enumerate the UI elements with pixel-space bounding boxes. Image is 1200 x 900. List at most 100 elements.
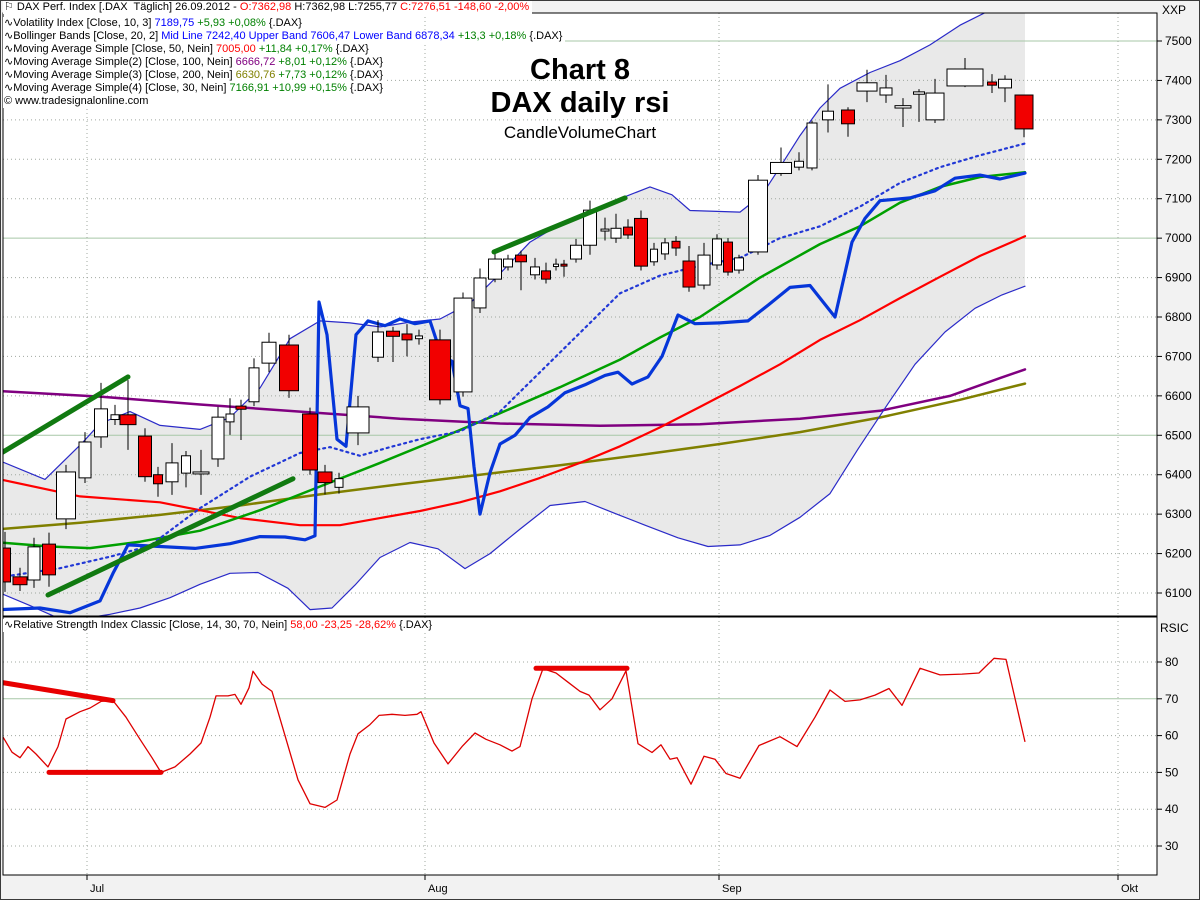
candle bbox=[515, 250, 527, 291]
legend-row-instrument[interactable]: ⚐ DAX Perf. Index [.DAX Täglich] 26.09.2… bbox=[3, 1, 533, 14]
legend-row-bollinger-bands[interactable]: ∿Bollinger Bands [Close, 20, 2] Mid Line… bbox=[3, 30, 566, 43]
trendline-1[interactable] bbox=[0, 374, 131, 455]
rsi-axis-name: RSIC bbox=[1160, 621, 1189, 635]
legend-text: H:7362,98 L:7255,77 bbox=[294, 1, 401, 13]
trendline-3[interactable] bbox=[491, 195, 628, 255]
price-label: 7100 bbox=[1165, 192, 1192, 206]
price-label: 6500 bbox=[1165, 428, 1192, 442]
candle bbox=[261, 332, 277, 373]
legend-text: {.DAX} bbox=[399, 619, 433, 631]
main-pane-legend: ⚐ DAX Perf. Index [.DAX Täglich] 26.09.2… bbox=[3, 1, 566, 108]
legend-row-ma-200[interactable]: ∿Moving Average Simple(3) [Close, 200, N… bbox=[3, 69, 386, 82]
candle bbox=[415, 329, 423, 345]
legend-row-rsi-classic[interactable]: ∿Relative Strength Index Classic [Close,… bbox=[4, 619, 432, 631]
candle bbox=[610, 213, 622, 243]
candle bbox=[346, 395, 370, 446]
legend-text: Moving Average Simple(2) [Close, 100, Ne… bbox=[13, 56, 236, 68]
candle bbox=[248, 358, 260, 407]
rsi-label: 60 bbox=[1165, 729, 1179, 743]
legend-text: +8,01 +0,12% bbox=[278, 56, 350, 68]
candle bbox=[181, 451, 191, 488]
legend-text: +11,84 +0,17% bbox=[258, 43, 336, 55]
legend-text: +10,99 +0,15% bbox=[272, 82, 350, 94]
candle bbox=[987, 74, 997, 94]
price-label: 6100 bbox=[1165, 586, 1192, 600]
candle bbox=[634, 210, 648, 271]
candle bbox=[317, 464, 333, 495]
volatility-index-icon: ∿ bbox=[4, 17, 14, 29]
candle bbox=[56, 464, 76, 530]
price-label: 7200 bbox=[1165, 152, 1192, 166]
candle bbox=[570, 238, 582, 263]
candle bbox=[734, 254, 744, 274]
legend-text: O:7362,98 bbox=[239, 1, 295, 13]
price-pane bbox=[0, 13, 1157, 616]
rsi-trendline-1[interactable] bbox=[0, 680, 116, 704]
legend-text: Volatility Index [Close, 10, 3] bbox=[13, 17, 155, 29]
candle bbox=[841, 107, 855, 137]
legend-text: +5,93 +0,08% bbox=[197, 17, 269, 29]
price-label: 6400 bbox=[1165, 468, 1192, 482]
candle bbox=[165, 443, 179, 495]
candle bbox=[78, 432, 92, 483]
month-label: Okt bbox=[1121, 883, 1138, 895]
rsi-pane-legend[interactable]: ∿Relative Strength Index Classic [Close,… bbox=[3, 619, 436, 632]
legend-row-volatility-index[interactable]: ∿Volatility Index [Close, 10, 3] 7189,75… bbox=[3, 17, 305, 30]
series-bollinger-lower bbox=[3, 285, 1026, 616]
price-axis-name: XXP bbox=[1162, 3, 1187, 17]
ma-30-icon: ∿ bbox=[4, 82, 14, 94]
price-label: 7000 bbox=[1165, 231, 1192, 245]
candle bbox=[623, 219, 633, 239]
candle bbox=[530, 257, 540, 280]
price-label: 6800 bbox=[1165, 310, 1192, 324]
legend-text: C:7276,51 -148,60 -2,00% bbox=[400, 1, 530, 13]
legend-text: 58,00 -23,25 -28,62% bbox=[290, 619, 400, 631]
price-label: 6300 bbox=[1165, 507, 1192, 521]
candle bbox=[671, 236, 681, 256]
candle bbox=[225, 398, 235, 435]
legend-text: 7166,91 bbox=[229, 82, 273, 94]
candle bbox=[600, 217, 610, 241]
legend-text: {.DAX} bbox=[268, 17, 302, 29]
legend-text: Bollinger Bands [Close, 20, 2] bbox=[13, 30, 162, 42]
bollinger-band-fill bbox=[3, 13, 1025, 616]
candle bbox=[386, 326, 400, 362]
candle bbox=[119, 380, 137, 450]
candle bbox=[279, 334, 299, 398]
series-ma-50 bbox=[3, 235, 1027, 527]
legend-row-ma-50[interactable]: ∿Moving Average Simple [Close, 50, Nein]… bbox=[3, 43, 372, 56]
ma-200-icon: ∿ bbox=[4, 69, 14, 81]
legend-text: {.DAX} bbox=[349, 56, 383, 68]
legend-row-ma-100[interactable]: ∿Moving Average Simple(2) [Close, 100, N… bbox=[3, 56, 386, 69]
month-label: Jul bbox=[90, 883, 104, 895]
candle bbox=[473, 268, 487, 314]
candle bbox=[429, 329, 451, 405]
candle bbox=[42, 532, 56, 587]
series-ma-200 bbox=[3, 382, 1027, 531]
candle bbox=[110, 404, 120, 426]
month-label: Sep bbox=[722, 883, 742, 895]
legend-row-ma-30[interactable]: ∿Moving Average Simple(4) [Close, 30, Ne… bbox=[3, 82, 387, 95]
candle bbox=[822, 84, 834, 133]
candle bbox=[453, 292, 473, 397]
rsi-label: 70 bbox=[1165, 692, 1179, 706]
price-label: 7400 bbox=[1165, 73, 1192, 87]
candle bbox=[894, 98, 912, 127]
candle bbox=[806, 120, 818, 171]
ma-50-icon: ∿ bbox=[4, 43, 14, 55]
bollinger-bands-icon: ∿ bbox=[4, 30, 14, 42]
legend-text: {.DAX} bbox=[335, 43, 369, 55]
rsi-pane-background[interactable] bbox=[3, 617, 1157, 875]
candle bbox=[401, 324, 413, 357]
trendline-2[interactable] bbox=[45, 476, 296, 598]
rsi-line bbox=[3, 657, 1026, 809]
rsi-pane bbox=[0, 617, 1157, 875]
price-label: 6200 bbox=[1165, 547, 1192, 561]
candle bbox=[541, 262, 551, 284]
ma-100-icon: ∿ bbox=[4, 56, 14, 68]
candle bbox=[770, 147, 792, 176]
price-label: 7500 bbox=[1165, 34, 1192, 48]
legend-text: {.DAX} bbox=[349, 69, 383, 81]
